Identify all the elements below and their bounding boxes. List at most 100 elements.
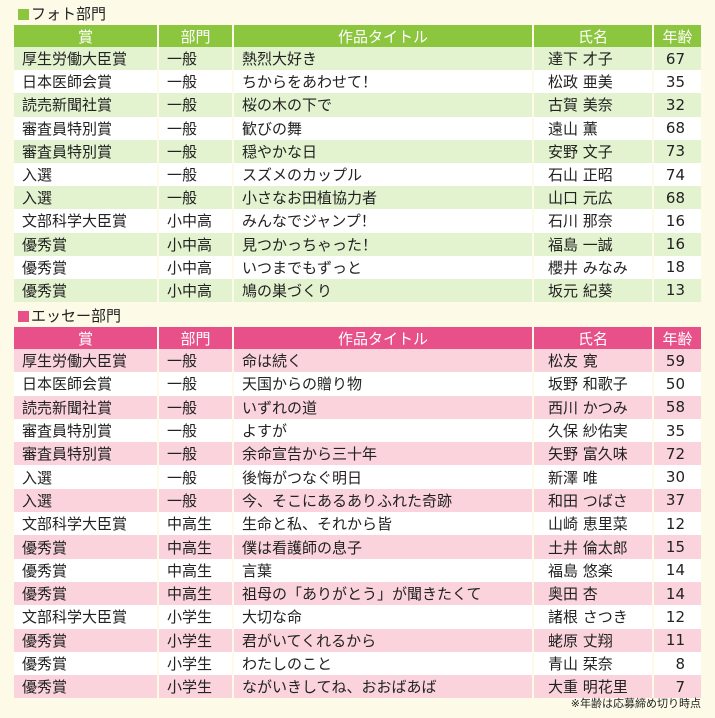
award-cell: 日本医師会賞 [14, 372, 159, 396]
work-title-cell: 穏やかな日 [234, 139, 534, 163]
work-title-cell: ながいきしてね、おおばあば [234, 675, 534, 699]
award-cell: 入選 [14, 162, 159, 187]
table-row: 審査員特別賞 一般 よすが 久保 紗佑実 35 [14, 418, 701, 443]
green-square-icon [18, 8, 29, 20]
name-cell: 矢野 富久味 [534, 442, 654, 466]
age-cell: 68 [654, 116, 701, 140]
award-cell: 審査員特別賞 [14, 116, 159, 140]
work-title-cell: いつまでもずっと [234, 255, 534, 279]
division-cell: 一般 [159, 418, 234, 443]
work-title-cell: 桜の木の下で [234, 93, 534, 117]
award-cell: 優秀賞 [14, 232, 159, 256]
table-row: 優秀賞 小学生 君がいてくれるから 蛯原 丈翔 11 [14, 628, 701, 652]
work-title-cell: わたしのこと [234, 651, 534, 676]
age-cell: 35 [654, 70, 701, 94]
work-title-cell: 熱烈大好き [234, 47, 534, 71]
table-row: 日本医師会賞 一般 天国からの贈り物 坂野 和歌子 50 [14, 372, 701, 396]
table-row: 文部科学大臣賞 中高生 生命と私、それから皆 山崎 恵里菜 12 [14, 512, 701, 536]
photo-table-header: 賞 部門 作品タイトル 氏名 年齢 [14, 25, 701, 47]
award-cell: 優秀賞 [14, 651, 159, 676]
header-division: 部門 [159, 25, 234, 47]
table-row: 文部科学大臣賞 小中高 みんなでジャンプ！ 石川 那奈 16 [14, 209, 701, 233]
table-row: 厚生労働大臣賞 一般 熱烈大好き 達下 才子 67 [14, 47, 701, 71]
division-cell: 一般 [159, 47, 234, 71]
division-cell: 小学生 [159, 651, 234, 676]
header-work-title: 作品タイトル [234, 327, 534, 349]
name-cell: 山口 元広 [534, 186, 654, 210]
table-row: 審査員特別賞 一般 穏やかな日 安野 文子 73 [14, 139, 701, 163]
table-row: 優秀賞 小中高 いつまでもずっと 櫻井 みなみ 18 [14, 255, 701, 279]
name-cell: 新澤 唯 [534, 465, 654, 489]
award-cell: 文部科学大臣賞 [14, 605, 159, 629]
age-cell: 50 [654, 372, 701, 396]
work-title-cell: 後悔がつなぐ明日 [234, 465, 534, 489]
award-cell: 文部科学大臣賞 [14, 209, 159, 233]
header-award: 賞 [14, 25, 159, 47]
header-age: 年齢 [654, 327, 701, 349]
photo-section-title: フォト部門 [18, 4, 106, 24]
age-cell: 12 [654, 512, 701, 536]
table-row: 読売新聞社賞 一般 桜の木の下で 古賀 美奈 32 [14, 93, 701, 117]
table-row: 優秀賞 小中高 見つかっちゃった！ 福島 一誠 16 [14, 232, 701, 256]
name-cell: 遠山 薫 [534, 116, 654, 140]
work-title-cell: 言葉 [234, 558, 534, 582]
age-cell: 18 [654, 255, 701, 279]
name-cell: 福島 一誠 [534, 232, 654, 256]
name-cell: 福島 悠楽 [534, 558, 654, 582]
age-cell: 59 [654, 349, 701, 373]
age-cell: 32 [654, 93, 701, 117]
photo-section-label: フォト部門 [31, 5, 107, 23]
name-cell: 坂野 和歌子 [534, 372, 654, 396]
age-cell: 72 [654, 442, 701, 466]
table-row: 審査員特別賞 一般 歓びの舞 遠山 薫 68 [14, 116, 701, 140]
name-cell: 達下 才子 [534, 47, 654, 71]
age-cell: 58 [654, 395, 701, 419]
award-cell: 日本医師会賞 [14, 70, 159, 94]
table-row: 優秀賞 中高生 僕は看護師の息子 土井 倫太郎 15 [14, 535, 701, 559]
work-title-cell: 今、そこにあるありふれた奇跡 [234, 488, 534, 513]
name-cell: 古賀 美奈 [534, 93, 654, 117]
age-cell: 16 [654, 209, 701, 233]
award-cell: 優秀賞 [14, 535, 159, 559]
work-title-cell: 大切な命 [234, 605, 534, 629]
age-cell: 14 [654, 581, 701, 606]
division-cell: 一般 [159, 186, 234, 210]
age-cell: 8 [654, 651, 701, 676]
age-cell: 74 [654, 162, 701, 187]
age-cell: 12 [654, 605, 701, 629]
award-cell: 優秀賞 [14, 675, 159, 699]
name-cell: 和田 つばさ [534, 488, 654, 513]
essay-table-header: 賞 部門 作品タイトル 氏名 年齢 [14, 327, 701, 349]
award-cell: 厚生労働大臣賞 [14, 47, 159, 71]
division-cell: 小中高 [159, 209, 234, 233]
work-title-cell: 鳩の巣づくり [234, 278, 534, 303]
name-cell: 櫻井 みなみ [534, 255, 654, 279]
work-title-cell: 天国からの贈り物 [234, 372, 534, 396]
age-cell: 7 [654, 675, 701, 699]
division-cell: 中高生 [159, 535, 234, 559]
table-row: 優秀賞 小学生 ながいきしてね、おおばあば 大重 明花里 7 [14, 675, 701, 699]
division-cell: 小学生 [159, 605, 234, 629]
age-cell: 13 [654, 278, 701, 303]
award-cell: 読売新聞社賞 [14, 93, 159, 117]
age-footnote: ※年齢は応募締め切り時点 [570, 697, 701, 710]
award-cell: 入選 [14, 488, 159, 513]
table-row: 読売新聞社賞 一般 いずれの道 西川 かつみ 58 [14, 395, 701, 419]
table-row: 優秀賞 小中高 鳩の巣づくり 坂元 紀葵 13 [14, 278, 701, 303]
age-cell: 68 [654, 186, 701, 210]
name-cell: 久保 紗佑実 [534, 418, 654, 443]
name-cell: 松政 亜美 [534, 70, 654, 94]
division-cell: 小中高 [159, 255, 234, 279]
award-cell: 審査員特別賞 [14, 442, 159, 466]
age-cell: 14 [654, 558, 701, 582]
header-award: 賞 [14, 327, 159, 349]
work-title-cell: よすが [234, 418, 534, 443]
division-cell: 一般 [159, 465, 234, 489]
award-cell: 審査員特別賞 [14, 418, 159, 443]
award-cell: 読売新聞社賞 [14, 395, 159, 419]
division-cell: 中高生 [159, 581, 234, 606]
header-age: 年齢 [654, 25, 701, 47]
table-row: 優秀賞 中高生 言葉 福島 悠楽 14 [14, 558, 701, 582]
age-cell: 73 [654, 139, 701, 163]
name-cell: 青山 栞奈 [534, 651, 654, 676]
